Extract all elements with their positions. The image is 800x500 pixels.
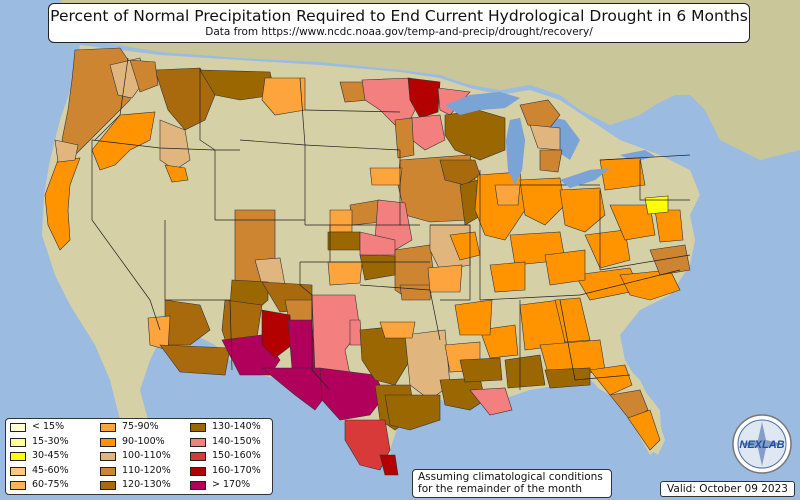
legend-swatch <box>100 481 116 490</box>
legend: < 15% 15-30% 30-45% 45-60% 60-75% 75-90% 90-10… <box>5 418 273 495</box>
legend-swatch <box>10 423 26 432</box>
legend-label: 30-45% <box>32 450 69 461</box>
title-box: Percent of Normal Precipitation Required… <box>48 3 750 43</box>
legend-label: 130-140% <box>212 421 261 432</box>
legend-swatch <box>190 423 206 432</box>
legend-swatch <box>190 437 206 447</box>
assumption-note: Assuming climatological conditions for t… <box>412 469 612 498</box>
legend-label: 75-90% <box>122 421 159 432</box>
state-boundaries <box>91 57 691 391</box>
legend-swatch <box>100 466 116 476</box>
logo-text: NEXLAB <box>739 439 784 451</box>
legend-swatch <box>190 452 206 461</box>
legend-label: 120-130% <box>122 479 171 490</box>
legend-label: 110-120% <box>122 464 171 476</box>
legend-label: < 15% <box>32 421 65 432</box>
legend-swatch <box>10 437 26 447</box>
nexlab-logo: NEXLAB <box>732 414 792 474</box>
map-title: Percent of Normal Precipitation Required… <box>50 7 748 25</box>
legend-label: 45-60% <box>32 464 69 476</box>
note-line-2: for the remainder of the month <box>418 483 583 495</box>
legend-label: 160-170% <box>212 464 261 476</box>
legend-label: 60-75% <box>32 479 69 490</box>
legend-swatch <box>190 466 206 476</box>
legend-label: 100-110% <box>122 450 171 461</box>
legend-label: 90-100% <box>122 435 165 447</box>
note-line-1: Assuming climatological conditions <box>418 471 603 483</box>
legend-swatch <box>100 437 116 447</box>
legend-label: 140-150% <box>212 435 261 447</box>
map-subtitle: Data from https://www.ncdc.noaa.gov/temp… <box>205 26 593 38</box>
legend-label: 150-160% <box>212 450 261 461</box>
legend-swatch <box>100 423 116 432</box>
legend-label: 15-30% <box>32 435 69 447</box>
legend-swatch <box>10 481 26 490</box>
legend-swatch <box>100 452 116 461</box>
legend-swatch <box>10 452 26 461</box>
valid-date: Valid: October 09 2023 <box>660 481 795 497</box>
legend-label: > 170% <box>212 479 251 490</box>
legend-swatch <box>190 481 206 490</box>
drought-regions <box>44 47 691 476</box>
legend-swatch <box>10 466 26 476</box>
